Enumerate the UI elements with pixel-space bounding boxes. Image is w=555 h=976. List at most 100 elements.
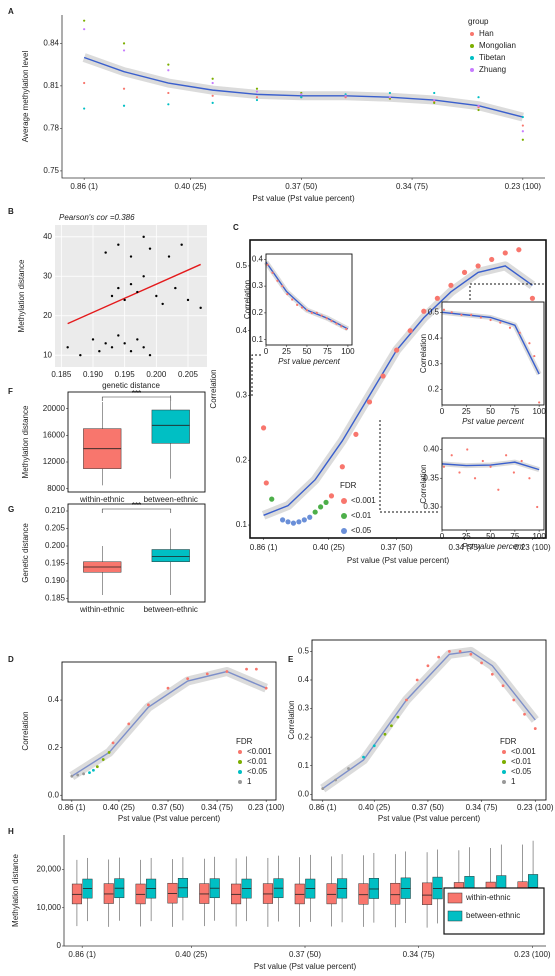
point [466, 448, 469, 451]
point [305, 309, 309, 312]
point [211, 94, 214, 97]
point [307, 514, 313, 520]
point [512, 698, 516, 702]
point [312, 509, 318, 515]
y-tick-label: 0.4 [298, 675, 310, 684]
inset-background [266, 254, 352, 345]
y-axis-title: Methylation distance [17, 259, 26, 332]
point [129, 255, 133, 258]
point [536, 505, 539, 509]
point [174, 286, 177, 290]
panel-label: A [8, 7, 14, 16]
y-tick-label: 40 [43, 232, 52, 241]
point [335, 322, 338, 325]
point [117, 286, 120, 290]
legend-label: between-ethnic [466, 911, 520, 920]
point [225, 670, 229, 673]
point [345, 327, 348, 331]
point [490, 672, 494, 676]
point [528, 477, 531, 480]
point [255, 87, 259, 90]
point [477, 104, 480, 107]
point [281, 285, 284, 288]
significance-label: *** [132, 389, 141, 398]
point [300, 93, 303, 96]
fit-line [322, 650, 536, 790]
point [254, 667, 258, 671]
y-tick-label: 0.5 [236, 261, 248, 270]
x-tick-label: 0.37 (50) [412, 803, 444, 812]
point [340, 325, 343, 328]
point [211, 77, 214, 80]
point [450, 311, 453, 314]
point [91, 338, 95, 341]
y-axis-title: Correlation [419, 464, 428, 503]
point [286, 293, 289, 296]
y-tick-label: 0.1 [252, 335, 264, 344]
connector-arrow [251, 354, 262, 396]
panel-label: D [8, 655, 14, 664]
point [260, 425, 267, 431]
fit-line [441, 311, 540, 375]
x-tick-label: 0.185 [51, 370, 72, 379]
point [301, 517, 307, 523]
legend-marker [238, 760, 242, 764]
legend-label: 1 [247, 777, 252, 786]
fit-line [441, 461, 540, 471]
panel: 0.0 0.1 0.2 0.3 0.4 0.5 0.86 (1) 0.40 (25) 0.37 … [287, 639, 554, 823]
point [477, 108, 480, 112]
point [390, 724, 393, 728]
point [95, 765, 99, 769]
x-tick-label: 0.34 (75) [396, 182, 428, 191]
point [142, 235, 145, 239]
point [521, 124, 524, 127]
legend-title: FDR [236, 737, 253, 746]
legend-marker [502, 760, 506, 764]
point [276, 279, 279, 282]
plot-frame [61, 661, 277, 801]
legend-title: FDR [500, 737, 517, 746]
y-tick-label: 16000 [43, 430, 66, 439]
point [501, 684, 505, 688]
point [104, 342, 107, 345]
y-tick-label: 20000 [43, 404, 66, 413]
point [167, 69, 170, 72]
point [300, 96, 303, 99]
point [155, 294, 158, 298]
plot-frame [441, 301, 545, 406]
legend-marker [238, 770, 242, 774]
x-tick-label: 100 [532, 407, 546, 416]
point [388, 91, 392, 95]
x-tick-label: 0.23 (100) [517, 803, 554, 812]
point [433, 98, 436, 102]
x-tick-label: 0.40 (25) [174, 182, 206, 191]
legend-marker [470, 44, 474, 48]
point [521, 138, 524, 141]
box [151, 409, 190, 444]
point [161, 302, 164, 306]
x-tick-label: 0.40 (25) [313, 543, 345, 552]
y-tick-label: 0.3 [252, 281, 264, 290]
point [98, 350, 101, 353]
x-tick-label: 0.86 (1) [250, 543, 278, 552]
x-tick-label: 75 [510, 407, 519, 416]
panel: 10 20 30 40 0.185 0.190 0.195 0.200 0.205 genetic… [8, 207, 207, 390]
point [127, 722, 131, 726]
point [285, 519, 291, 525]
y-tick-label: 0.84 [43, 38, 59, 47]
y-tick-label: 20 [43, 311, 52, 320]
legend-label: Han [479, 29, 494, 38]
point [321, 787, 325, 790]
point [518, 331, 521, 334]
point [461, 269, 468, 275]
legend-label: Zhuang [479, 65, 506, 74]
y-tick-label: 0.35 [423, 473, 439, 482]
panel-label: H [8, 827, 14, 836]
x-tick-label: 0.40 (25) [358, 803, 390, 812]
point [255, 96, 259, 99]
point [499, 321, 502, 324]
y-axis-title: Correlation [21, 711, 30, 750]
y-axis-title: Correlation [243, 280, 252, 319]
point [347, 767, 350, 770]
